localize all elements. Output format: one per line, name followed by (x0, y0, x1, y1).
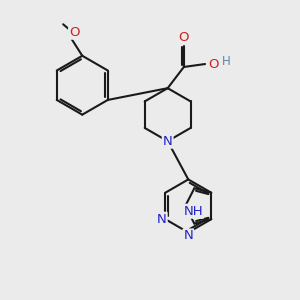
Text: N: N (157, 213, 167, 226)
Text: N: N (183, 230, 193, 242)
Text: H: H (222, 55, 231, 68)
Text: O: O (69, 26, 80, 39)
Text: O: O (208, 58, 218, 70)
Text: NH: NH (184, 205, 203, 218)
Text: N: N (163, 135, 172, 148)
Text: O: O (178, 31, 189, 44)
